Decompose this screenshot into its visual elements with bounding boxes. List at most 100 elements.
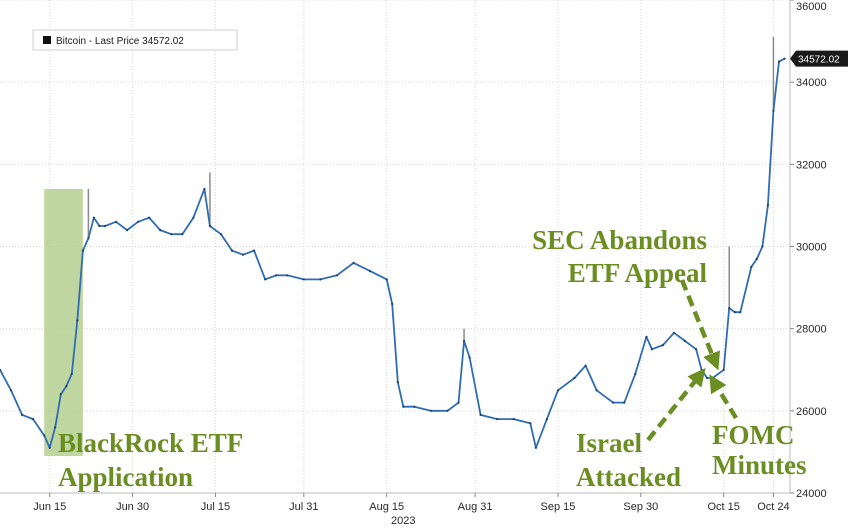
price-point [391, 302, 394, 306]
annotation-sec-line-2: ETF Appeal [568, 258, 708, 288]
y-tick-label: 30000 [796, 242, 827, 254]
price-point [584, 364, 587, 367]
price-point [728, 307, 731, 310]
price-point [529, 422, 532, 425]
annotations: BlackRock ETF Application SEC AbandonsETF … [58, 225, 807, 492]
x-tick-label: Jul 15 [201, 501, 230, 513]
price-point [76, 319, 79, 322]
y-tick-label: 36000 [796, 1, 827, 13]
price-point [219, 233, 223, 236]
price-point [545, 418, 549, 421]
price-point [369, 270, 372, 273]
annotation-fomc-line-1: FOMC [712, 420, 794, 450]
y-tick-label: 28000 [796, 324, 827, 336]
price-point [413, 405, 416, 408]
price-point [275, 274, 278, 277]
price-point [9, 389, 13, 392]
price-point [612, 401, 615, 404]
price-point [700, 368, 703, 371]
price-point [208, 224, 211, 228]
price-point [70, 372, 73, 375]
price-point [573, 376, 576, 380]
x-tick-label: Aug 15 [369, 501, 404, 513]
annotation-arrows [646, 279, 738, 442]
price-point [750, 265, 753, 269]
last-price-value: 34572.02 [798, 55, 840, 66]
legend-box [32, 29, 238, 51]
legend-label: Bitcoin - Last Price 34572.02 [56, 36, 184, 47]
price-point [0, 368, 2, 371]
price-point [402, 405, 405, 408]
price-point [159, 229, 162, 232]
y-tick-label: 26000 [796, 406, 827, 418]
price-point [352, 261, 355, 264]
price-point [623, 401, 626, 404]
price-point [181, 233, 184, 236]
price-point [148, 216, 151, 219]
price-point [302, 278, 305, 281]
price-point [722, 368, 725, 371]
x-tick-label: Jun 30 [116, 501, 149, 513]
price-point [463, 339, 466, 343]
price-point [634, 372, 637, 375]
price-point [595, 389, 598, 392]
price-point [683, 339, 687, 343]
arrow-israel [646, 367, 706, 442]
price-point [192, 216, 195, 219]
price-point [534, 446, 538, 449]
price-point [65, 385, 68, 388]
price-point [203, 187, 206, 191]
y-tick-label: 34000 [796, 77, 827, 89]
price-point [43, 434, 46, 437]
price-point [766, 204, 770, 207]
price-point [556, 389, 560, 392]
price-point [761, 245, 764, 248]
price-point [385, 278, 388, 281]
price-point [446, 409, 449, 412]
year-label: 2023 [391, 515, 415, 527]
price-point [706, 376, 709, 380]
price-point [48, 446, 51, 449]
price-point [335, 274, 339, 277]
x-tick-label: Oct 15 [708, 501, 740, 513]
x-tick-label: Oct 24 [757, 501, 789, 513]
price-point [695, 348, 698, 351]
y-tick-label: 32000 [796, 159, 827, 171]
price-point [496, 418, 499, 421]
price-point [103, 224, 107, 228]
annotation-israel-line-2: Attacked [576, 462, 681, 492]
price-point [661, 344, 665, 347]
price-point [396, 381, 399, 384]
annotation-blackrock-line-2: Application [58, 462, 193, 492]
x-tick-label: Sep 30 [623, 501, 658, 513]
price-point [253, 249, 256, 252]
last-price-tag: 34572.02 [790, 50, 848, 67]
annotation-fomc-line-2: Minutes [712, 450, 807, 480]
price-point [512, 418, 515, 421]
annotation-sec-line-1: SEC Abandons [532, 225, 707, 255]
price-point [772, 109, 775, 112]
price-point [755, 257, 759, 260]
price-point [21, 413, 24, 416]
price-point [59, 393, 62, 396]
price-point [711, 376, 714, 380]
price-point [230, 249, 234, 252]
price-point [429, 409, 432, 412]
price-point [31, 418, 35, 421]
price-point [242, 253, 245, 256]
price-point [92, 216, 95, 219]
price-point [114, 220, 118, 223]
x-tick-label: Sep 15 [541, 501, 576, 513]
last-price-box [790, 50, 848, 67]
arrow-sec [679, 279, 720, 371]
y-axis-ticks: 24000 26000 28000 30000 32000 34000 36000 [790, 0, 827, 500]
price-point [739, 311, 742, 314]
x-tick-label: Jul 31 [289, 501, 318, 513]
price-point [457, 401, 460, 404]
x-axis-ticks: Jun 15 Jun 30 Jul 15 Jul 31 Aug 15 Aug 31 Sep … [33, 493, 790, 513]
price-point [137, 220, 140, 223]
price-point [650, 348, 654, 351]
price-point [783, 57, 786, 60]
